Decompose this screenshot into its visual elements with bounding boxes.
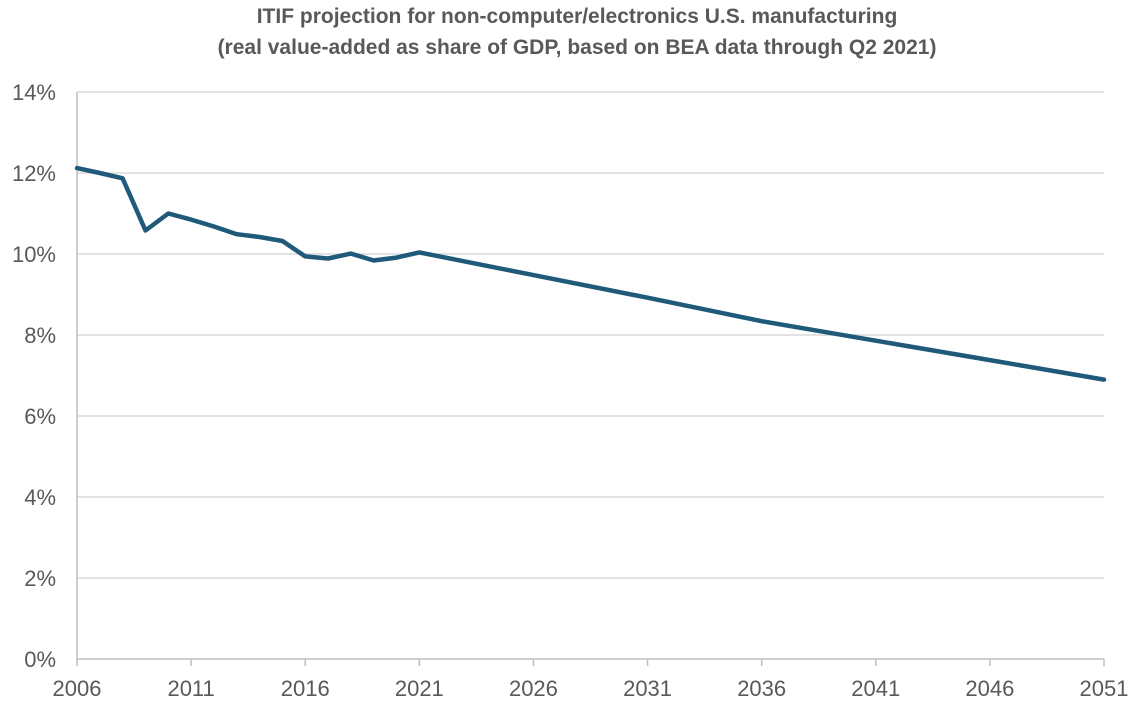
series-lines [74,165,1107,382]
chart-subtitle: (real value-added as share of GDP, based… [218,36,937,59]
x-tick-label: 2006 [53,676,102,701]
y-tick-label: 4% [24,485,56,510]
x-tick-label: 2036 [737,676,786,701]
x-tick-label: 2041 [851,676,900,701]
x-tick-label: 2011 [167,676,214,701]
x-tick-label: 2046 [965,676,1014,701]
x-tick-label: 2016 [281,676,330,701]
chart-title: ITIF projection for non-computer/electro… [257,5,898,28]
y-tick-label: 10% [12,242,56,267]
y-tick-label: 14% [12,80,56,105]
axes [76,92,1105,666]
y-tick-label: 6% [24,404,56,429]
x-tick-label: 2051 [1080,676,1129,701]
x-tick-label: 2021 [395,676,444,701]
gridlines [77,91,1104,579]
y-tick-label: 0% [24,647,56,672]
y-axis-tick-labels: 0% 2% 4% 6% 8% 10% 12% 14% [12,80,56,672]
y-tick-label: 12% [12,161,56,186]
series-line-0 [74,165,1107,382]
y-tick-label: 2% [24,566,56,591]
x-tick-label: 2031 [623,676,672,701]
y-tick-label: 8% [24,323,56,348]
x-axis-tick-labels: 2006 2011 2016 2021 2026 2031 2036 2041 2046 2051 [53,676,1129,701]
x-tick-label: 2026 [509,676,558,701]
